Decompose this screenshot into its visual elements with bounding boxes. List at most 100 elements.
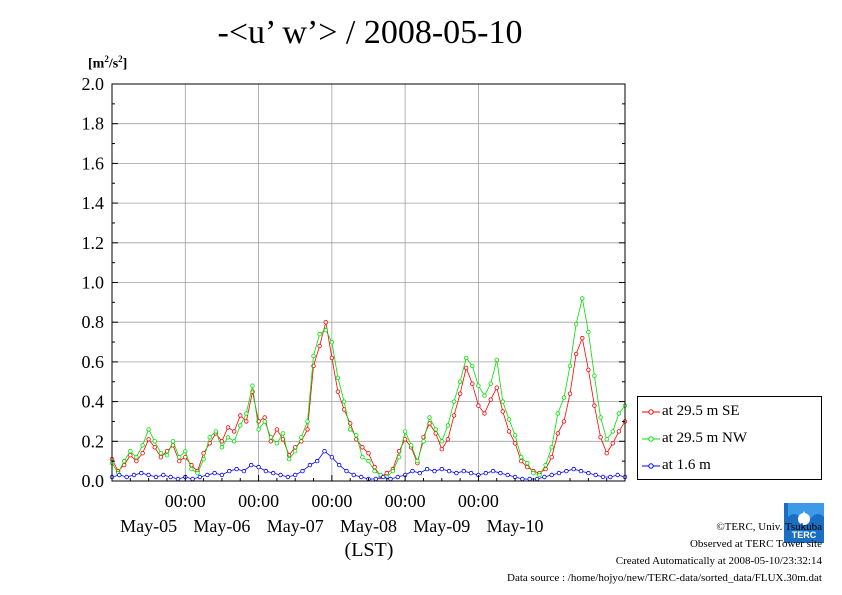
data-point: [219, 472, 225, 478]
data-point: [271, 470, 276, 476]
data-point: [610, 429, 615, 434]
data-point: [561, 419, 567, 424]
data-point: [415, 458, 420, 464]
data-point: [519, 458, 524, 464]
data-point: [219, 439, 225, 444]
data-point: [494, 385, 499, 390]
data-point: [256, 464, 261, 470]
data-point: [268, 435, 273, 440]
data-point: [256, 427, 261, 432]
data-point: [359, 474, 364, 480]
terc-logo: TERC: [784, 503, 824, 543]
data-point: [464, 365, 469, 371]
data-point: [598, 435, 603, 440]
data-point: [168, 474, 173, 480]
data-point: [388, 476, 393, 482]
data-point: [360, 445, 365, 450]
data-point: [322, 449, 327, 454]
y-tick-label: 1.6: [82, 153, 105, 173]
series-line: [111, 298, 626, 478]
x-tick-date: May-09: [413, 516, 470, 536]
x-tick-date: May-06: [193, 516, 250, 536]
data-point: [146, 437, 151, 442]
data-point: [207, 435, 212, 440]
data-point: [549, 445, 554, 450]
data-point: [417, 470, 422, 476]
data-point: [225, 425, 231, 430]
data-point: [176, 458, 182, 464]
data-point: [268, 439, 273, 444]
data-point: [604, 451, 609, 456]
data-point: [506, 429, 512, 434]
data-point: [329, 355, 335, 361]
data-point: [274, 441, 280, 446]
data-point: [323, 320, 328, 325]
data-point: [494, 357, 499, 363]
data-point: [470, 381, 475, 386]
data-point: [525, 460, 530, 466]
data-point: [219, 445, 225, 450]
x-tick-time: 00:00: [165, 491, 206, 511]
legend-item-se: at 29.5 m SE: [638, 402, 821, 422]
data-point: [592, 403, 597, 408]
data-point: [152, 439, 157, 444]
data-point: [234, 466, 239, 472]
data-point: [305, 427, 310, 432]
data-point: [250, 383, 255, 388]
data-point: [482, 393, 487, 398]
data-point: [212, 470, 217, 476]
data-point: [189, 466, 194, 472]
data-point: [451, 413, 457, 418]
data-point: [164, 453, 170, 458]
data-point: [439, 466, 444, 472]
data-point: [263, 468, 269, 474]
data-point: [488, 381, 493, 386]
data-point: [315, 458, 320, 464]
data-point: [146, 427, 151, 432]
data-point: [344, 468, 349, 474]
y-tick-label: 2.0: [82, 74, 105, 94]
data-point: [580, 296, 585, 301]
data-point: [604, 437, 609, 442]
data-point: [445, 437, 451, 442]
data-point: [573, 322, 579, 327]
data-point: [598, 415, 603, 420]
data-point: [227, 468, 232, 474]
y-tick-label: 0.6: [82, 352, 105, 372]
data-point: [537, 472, 542, 478]
data-point: [337, 462, 342, 468]
data-point: [586, 367, 591, 372]
data-point: [567, 391, 573, 396]
legend: at 29.5 m SE at 29.5 m NW at 1.6 m: [637, 396, 822, 480]
data-point: [161, 472, 166, 478]
data-point: [238, 423, 243, 428]
data-point: [285, 474, 291, 480]
data-point: [124, 474, 129, 480]
data-point: [317, 331, 322, 337]
grid-lines: [112, 84, 625, 481]
data-point: [238, 413, 243, 418]
data-point: [461, 468, 466, 474]
data-point: [549, 472, 554, 478]
data-point: [360, 455, 365, 460]
x-axis-label: (LST): [345, 539, 394, 561]
data-point: [592, 373, 597, 378]
data-point: [476, 403, 481, 408]
data-point: [525, 464, 530, 470]
data-point: [573, 351, 579, 357]
legend-marker-low: [642, 463, 660, 469]
x-tick-time: 00:00: [385, 491, 426, 511]
data-point: [335, 389, 341, 394]
data-point: [402, 429, 408, 434]
y-unit-label: [m2/s2]: [88, 54, 128, 72]
data-point: [432, 468, 437, 474]
data-point: [433, 427, 438, 432]
x-tick-time: 00:00: [311, 491, 352, 511]
data-point: [317, 343, 322, 349]
data-point: [354, 433, 359, 438]
data-point: [600, 474, 606, 480]
data-point: [439, 439, 444, 444]
data-point: [323, 327, 328, 333]
data-point: [512, 441, 518, 446]
data-point: [348, 427, 353, 432]
